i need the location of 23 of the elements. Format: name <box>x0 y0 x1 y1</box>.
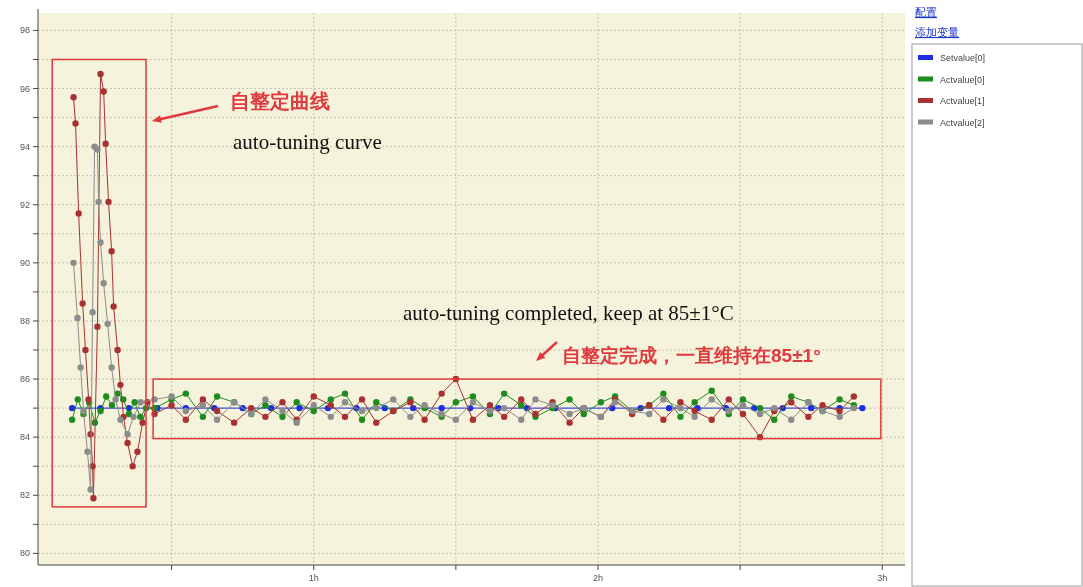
legend-label: Setvalue[0] <box>940 53 986 63</box>
y-tick-label: 94 <box>19 141 30 152</box>
y-tick-label: 84 <box>19 432 30 443</box>
y-tick-label: 80 <box>19 548 30 559</box>
x-tick-label: 1h <box>308 573 319 583</box>
legend-label: Actvalue[0] <box>940 74 985 85</box>
annotation: 自整定完成，一直维持在85±1° <box>562 345 821 366</box>
x-tick-label: 2h <box>592 573 603 583</box>
y-tick-label: 96 <box>19 83 30 94</box>
text: 添加变量 <box>915 26 959 38</box>
annotation: auto-tuning completed, keep at 85±1°C <box>403 301 734 325</box>
legend-label: Actvalue[2] <box>940 117 985 128</box>
y-tick-label: 90 <box>19 257 30 268</box>
annotation: 自整定曲线 <box>230 90 330 112</box>
x-tick-label: 3h <box>877 573 888 583</box>
y-tick-label: 86 <box>19 374 30 385</box>
legend-label: Actvalue[1] <box>940 96 985 106</box>
y-tick-label: 82 <box>19 490 30 501</box>
text: 配置 <box>915 6 937 18</box>
y-tick-label: 98 <box>19 25 30 36</box>
annotation: auto-tuning curve <box>233 130 382 154</box>
y-tick-label: 88 <box>19 315 30 326</box>
y-tick-label: 92 <box>19 199 30 210</box>
